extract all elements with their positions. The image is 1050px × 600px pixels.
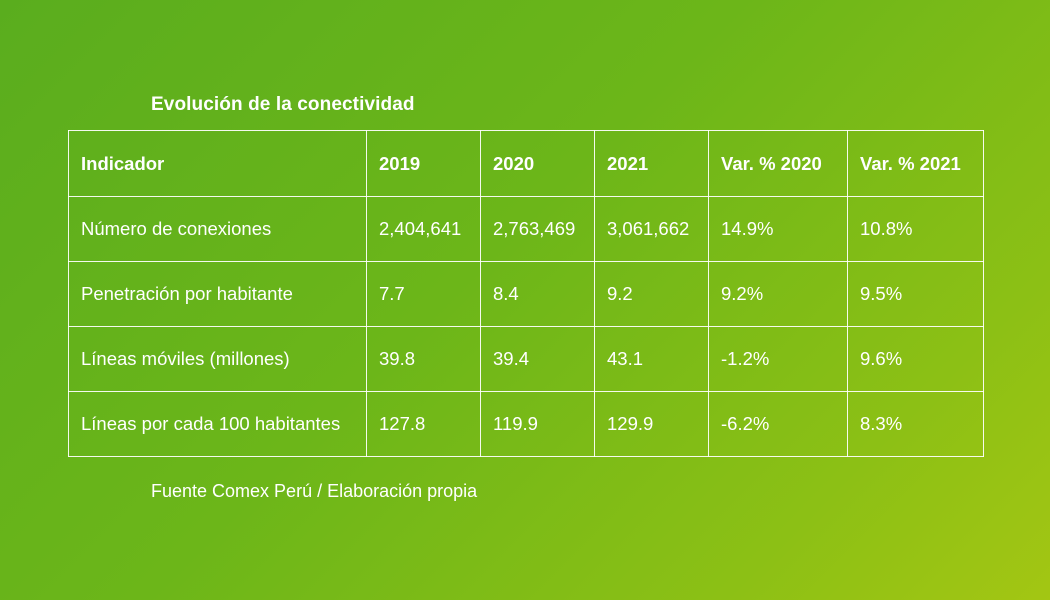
- table-title: Evolución de la conectividad: [151, 94, 415, 115]
- table-header-row: Indicador 2019 2020 2021 Var. % 2020 Var…: [68, 130, 984, 197]
- value-cell: 129.9: [594, 391, 709, 457]
- value-cell: 7.7: [366, 261, 481, 327]
- row-label-cell: Número de conexiones: [68, 196, 367, 262]
- value-cell: 8.3%: [847, 391, 984, 457]
- header-cell-2019: 2019: [366, 130, 481, 197]
- value-cell: 127.8: [366, 391, 481, 457]
- header-cell-var-2020: Var. % 2020: [708, 130, 848, 197]
- value-cell: 9.6%: [847, 326, 984, 392]
- header-cell-indicador: Indicador: [68, 130, 367, 197]
- value-cell: 10.8%: [847, 196, 984, 262]
- value-cell: -6.2%: [708, 391, 848, 457]
- value-cell: 3,061,662: [594, 196, 709, 262]
- value-cell: 9.2: [594, 261, 709, 327]
- table-container: Indicador 2019 2020 2021 Var. % 2020 Var…: [68, 130, 984, 457]
- value-cell: 2,404,641: [366, 196, 481, 262]
- value-cell: 14.9%: [708, 196, 848, 262]
- header-cell-2020: 2020: [480, 130, 595, 197]
- row-label-cell: Penetración por habitante: [68, 261, 367, 327]
- value-cell: 2,763,469: [480, 196, 595, 262]
- value-cell: 39.8: [366, 326, 481, 392]
- header-cell-2021: 2021: [594, 130, 709, 197]
- value-cell: 8.4: [480, 261, 595, 327]
- table-row: Líneas móviles (millones) 39.8 39.4 43.1…: [68, 326, 984, 392]
- value-cell: -1.2%: [708, 326, 848, 392]
- value-cell: 43.1: [594, 326, 709, 392]
- value-cell: 9.5%: [847, 261, 984, 327]
- row-label-cell: Líneas por cada 100 habitantes: [68, 391, 367, 457]
- header-cell-var-2021: Var. % 2021: [847, 130, 984, 197]
- row-label-cell: Líneas móviles (millones): [68, 326, 367, 392]
- source-note: Fuente Comex Perú / Elaboración propia: [151, 481, 478, 501]
- value-cell: 119.9: [480, 391, 595, 457]
- table-row: Líneas por cada 100 habitantes 127.8 119…: [68, 391, 984, 457]
- connectivity-table: Indicador 2019 2020 2021 Var. % 2020 Var…: [68, 130, 984, 457]
- value-cell: 9.2%: [708, 261, 848, 327]
- table-row: Número de conexiones 2,404,641 2,763,469…: [68, 196, 984, 262]
- table-row: Penetración por habitante 7.7 8.4 9.2 9.…: [68, 261, 984, 327]
- value-cell: 39.4: [480, 326, 595, 392]
